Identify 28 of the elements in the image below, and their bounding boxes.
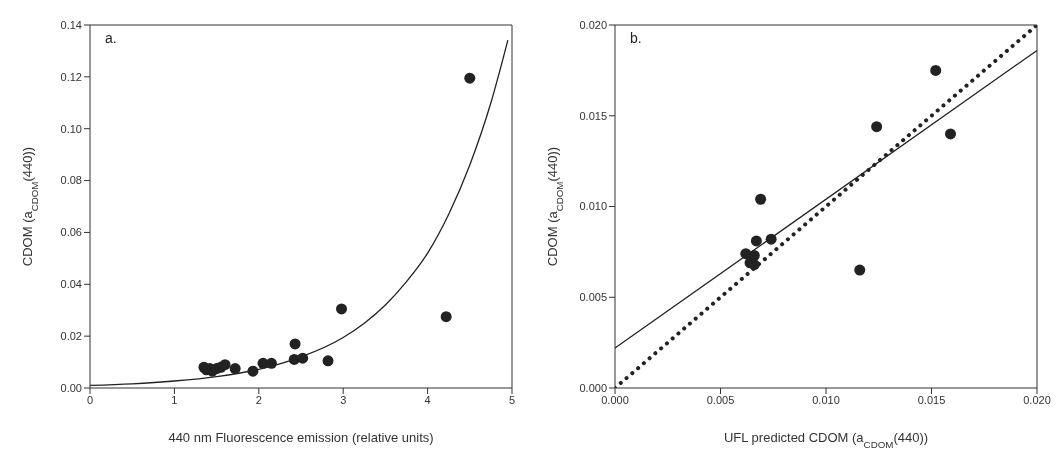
annotation: b. [630,30,642,46]
x-axis-title: 440 nm Fluorescence emission (relative units) [168,430,434,445]
y-tick-label: 0.00 [60,381,82,394]
y-tick-label: 0.06 [60,226,82,239]
x-axis-title: UFL predicted CDOM (a$_{CDOM}$(440)) [723,430,929,450]
x-tick-label: 0.010 [812,393,840,406]
y-tick-label: 0.14 [60,18,82,31]
y-tick-label: 0.12 [60,70,82,83]
x-tick-label: 1 [171,393,178,406]
y-tick-label: 0.005 [579,291,607,304]
y-tick-label: 0.020 [579,18,607,31]
y-tick-label: 0.10 [60,122,82,135]
x-tick-label: 5 [508,393,516,406]
y-tick-label: 0.02 [60,330,82,343]
x-tick-label: 0.005 [706,393,735,406]
y-tick-label: 0.015 [579,109,607,122]
y-tick-label: 0.08 [60,174,82,187]
x-tick-label: 2 [255,393,262,406]
x-tick-label: 0 [86,393,94,406]
y-tick-label: 0.000 [579,381,607,394]
x-tick-label: 0.000 [601,393,629,406]
x-tick-label: 4 [424,393,431,406]
x-tick-label: 3 [340,393,347,406]
x-tick-label: 0.020 [1023,393,1051,406]
x-tick-label: 0.015 [917,393,946,406]
annotation: a. [105,30,117,46]
y-tick-label: 0.04 [60,278,82,291]
y-tick-label: 0.010 [579,200,607,213]
